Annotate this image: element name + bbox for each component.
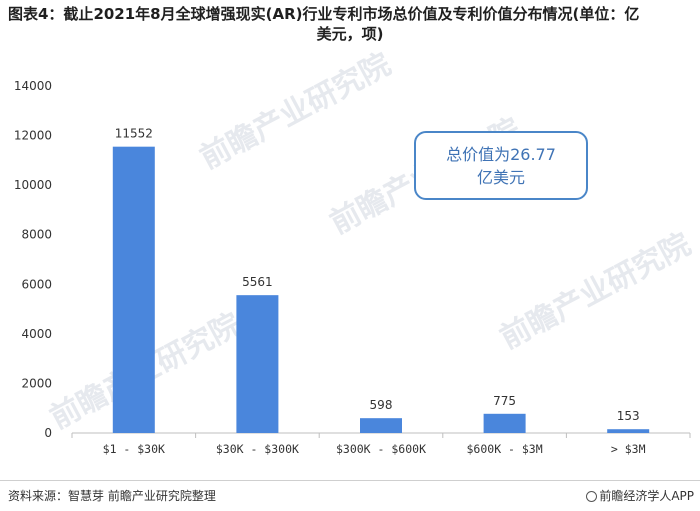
bar-chart: 前瞻产业研究院前瞻产业研究院前瞻产业研究院前瞻产业研究院020004000600… (14, 47, 697, 456)
data-label-0: 11552 (115, 127, 153, 141)
data-label-4: 153 (617, 409, 640, 423)
x-tick-label-0: $1 - $30K (103, 442, 165, 456)
y-tick-label-3: 6000 (21, 277, 52, 291)
bar-4 (607, 429, 650, 433)
source-note: 资料来源：智慧芽 前瞻产业研究院整理 (8, 489, 216, 503)
watermark-text-2: 前瞻产业研究院 (495, 227, 697, 356)
chart-title-line1: 图表4：截止2021年8月全球增强现实(AR)行业专利市场总价值及专利价值分布情… (8, 5, 640, 23)
x-tick-label-3: $600K - $3M (467, 442, 543, 456)
y-tick-label-7: 14000 (14, 79, 52, 93)
bar-0 (112, 146, 155, 434)
chart-title-line2: 美元，项) (316, 25, 384, 43)
data-label-1: 5561 (242, 275, 273, 289)
y-tick-label-5: 10000 (14, 178, 52, 192)
brand-logo-icon (586, 491, 598, 502)
total-value-callout: 总价值为26.77 亿美元 (414, 131, 588, 200)
bar-1 (236, 295, 279, 433)
data-label-3: 775 (493, 394, 516, 408)
data-label-2: 598 (370, 398, 393, 412)
total-value-callout-line1: 总价值为26.77 (446, 145, 556, 164)
bar-3 (483, 413, 526, 433)
brand-credit: 前瞻经济学人APP (586, 487, 694, 504)
y-tick-label-6: 12000 (14, 129, 52, 143)
footer: 资料来源：智慧芽 前瞻产业研究院整理 前瞻经济学人APP (0, 480, 700, 511)
x-tick-label-1: $30K - $300K (216, 442, 299, 456)
y-tick-label-0: 0 (44, 426, 52, 440)
y-tick-label-1: 2000 (21, 376, 52, 390)
y-tick-label-2: 4000 (21, 327, 52, 341)
watermark-text-3: 前瞻产业研究院 (195, 47, 397, 176)
x-tick-label-4: > $3M (611, 442, 646, 456)
chart-title: 图表4：截止2021年8月全球增强现实(AR)行业专利市场总价值及专利价值分布情… (8, 4, 692, 44)
x-tick-label-2: $300K - $600K (336, 442, 426, 456)
total-value-callout-line2: 亿美元 (476, 168, 525, 187)
y-tick-label-4: 8000 (21, 228, 52, 242)
brand-credit-text: 前瞻经济学人APP (599, 489, 694, 503)
bar-2 (360, 418, 402, 433)
